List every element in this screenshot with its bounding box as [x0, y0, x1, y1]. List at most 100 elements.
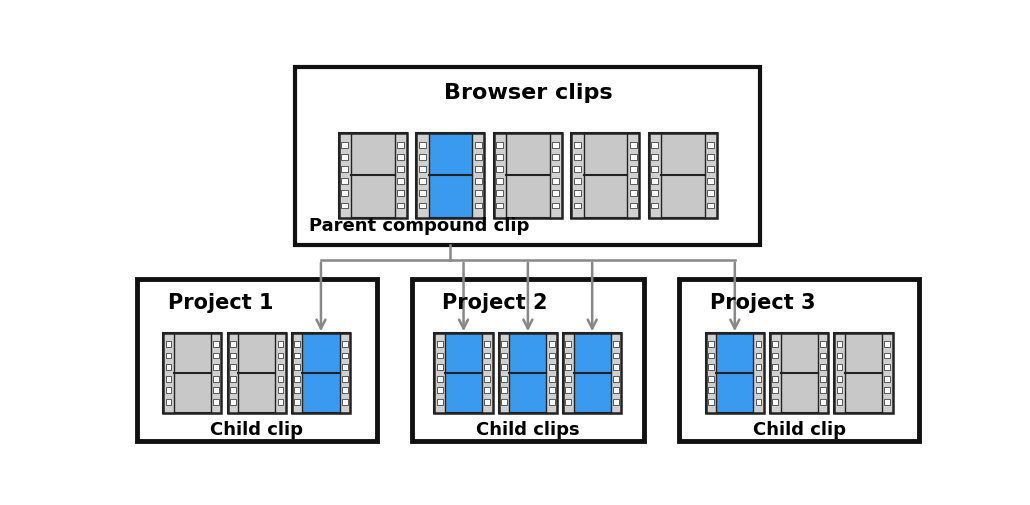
Bar	[342, 203, 348, 209]
Bar	[708, 388, 714, 393]
Bar	[437, 399, 443, 405]
Bar	[563, 333, 574, 414]
Bar	[836, 341, 843, 347]
Bar	[565, 376, 572, 382]
Bar	[649, 134, 717, 218]
Bar	[295, 341, 300, 347]
Bar	[756, 399, 761, 405]
Bar	[753, 333, 764, 414]
Bar	[613, 388, 619, 393]
Bar	[836, 353, 843, 359]
Bar	[496, 191, 504, 197]
Bar	[756, 376, 761, 382]
Text: Project 2: Project 2	[442, 293, 547, 313]
Bar	[572, 134, 640, 218]
Bar	[419, 191, 425, 197]
Bar	[770, 333, 828, 414]
Bar	[342, 365, 347, 370]
Bar	[166, 365, 171, 370]
Bar	[649, 134, 661, 218]
Bar	[882, 333, 893, 414]
Bar	[611, 333, 621, 414]
Bar	[277, 353, 283, 359]
Bar	[565, 365, 572, 370]
Bar	[419, 179, 425, 185]
Bar	[230, 341, 236, 347]
Bar	[502, 376, 507, 382]
Bar	[275, 333, 285, 414]
Bar	[652, 167, 658, 173]
Bar	[342, 143, 348, 148]
Bar	[342, 191, 348, 197]
Bar	[493, 134, 562, 218]
Bar	[834, 333, 893, 414]
Bar	[419, 155, 425, 161]
Bar	[228, 333, 285, 414]
Bar	[772, 376, 778, 382]
Bar	[706, 333, 764, 414]
Bar	[398, 155, 404, 161]
Bar	[482, 333, 492, 414]
Bar	[339, 134, 407, 218]
Bar	[230, 399, 236, 405]
Bar	[437, 388, 443, 393]
Bar	[342, 167, 348, 173]
Bar	[496, 167, 504, 173]
Bar	[213, 388, 219, 393]
Bar	[496, 143, 504, 148]
Bar	[340, 333, 350, 414]
Bar	[565, 388, 572, 393]
Bar	[342, 376, 347, 382]
Bar	[565, 341, 572, 347]
Bar	[230, 376, 236, 382]
Bar	[475, 155, 482, 161]
Bar	[630, 167, 637, 173]
Bar	[499, 333, 557, 414]
Bar	[630, 191, 637, 197]
Bar	[756, 353, 761, 359]
Bar	[493, 134, 562, 218]
Bar	[574, 155, 581, 161]
Bar	[652, 203, 658, 209]
Bar	[708, 365, 714, 370]
Bar	[416, 134, 484, 218]
Bar	[291, 333, 350, 414]
Bar	[627, 134, 640, 218]
Bar	[228, 333, 238, 414]
Bar	[552, 155, 559, 161]
Bar	[820, 341, 826, 347]
Bar	[552, 179, 559, 185]
Bar	[211, 333, 221, 414]
Bar	[563, 333, 621, 414]
Bar	[630, 155, 637, 161]
Bar	[296, 68, 760, 245]
Bar	[166, 376, 171, 382]
Bar	[705, 134, 717, 218]
Bar	[679, 280, 919, 441]
Bar	[291, 333, 303, 414]
Bar	[820, 365, 826, 370]
Bar	[574, 191, 581, 197]
Bar	[708, 155, 714, 161]
Text: Project 1: Project 1	[168, 293, 273, 313]
Bar	[166, 341, 171, 347]
Bar	[706, 333, 764, 414]
Bar	[708, 179, 714, 185]
Bar	[213, 376, 219, 382]
Bar	[885, 365, 890, 370]
Text: Browser clips: Browser clips	[444, 83, 612, 103]
Bar	[820, 376, 826, 382]
Bar	[230, 353, 236, 359]
Bar	[416, 134, 484, 218]
Bar	[818, 333, 828, 414]
Bar	[834, 333, 845, 414]
Bar	[475, 143, 482, 148]
Bar	[342, 179, 348, 185]
Bar	[435, 333, 492, 414]
Bar	[550, 134, 562, 218]
Bar	[652, 179, 658, 185]
Bar	[398, 167, 404, 173]
Bar	[772, 341, 778, 347]
Bar	[708, 353, 714, 359]
Bar	[277, 388, 283, 393]
